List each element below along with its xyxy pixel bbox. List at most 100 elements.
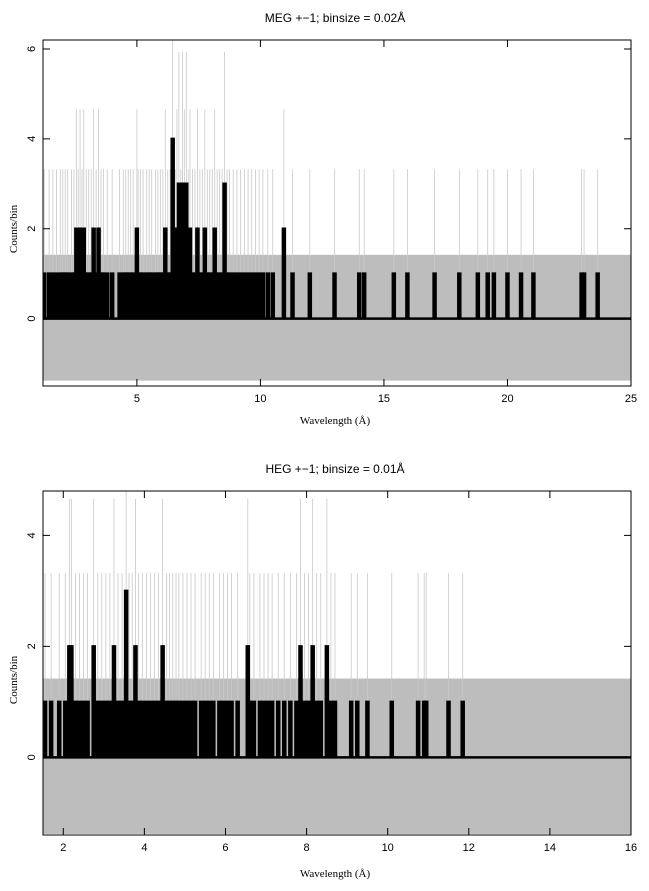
meg-count-bin-68 (222, 182, 227, 319)
heg-chart-title: HEG +−1; binsize = 0.01Å (265, 461, 404, 476)
meg-count-bin-23 (104, 272, 110, 319)
heg-count-bin-1 (48, 700, 54, 758)
meg-count-bin-48 (176, 182, 182, 319)
heg-count-bin-37 (192, 700, 198, 758)
heg-count-bin-10 (91, 645, 96, 758)
meg-y-axis-label: Counts/bin (8, 204, 20, 253)
heg-axes-frame (42, 490, 632, 836)
heg-count-bin-43 (221, 700, 226, 758)
meg-axes-frame (42, 39, 632, 387)
heg-count-bin-39 (202, 700, 208, 758)
heg-count-bin-68 (355, 700, 360, 758)
meg-spectrum-panel: MEG +−1; binsize = 0.02Å Wavelength (Å) … (8, 10, 637, 427)
heg-spectrum-panel: HEG +−1; binsize = 0.01Å Wavelength (Å) … (8, 461, 637, 880)
heg-count-bin-62 (314, 700, 319, 758)
heg-count-bin-2 (56, 700, 62, 758)
heg-count-bin-30 (167, 700, 172, 758)
heg-count-bin-54 (275, 700, 281, 758)
heg-count-bin-24 (144, 700, 149, 758)
meg-count-bin-2 (50, 272, 56, 319)
meg-count-bin-71 (230, 272, 236, 319)
meg-count-bin-82 (281, 227, 287, 319)
meg-count-bin-7 (65, 272, 70, 319)
heg-count-bin-58 (298, 645, 303, 758)
heg-count-bin-70 (389, 700, 395, 758)
heg-count-bin-5 (69, 645, 74, 758)
heg-count-bin-14 (107, 700, 113, 758)
heg-count-bin-3 (63, 700, 68, 758)
heg-count-bin-51 (261, 700, 267, 758)
meg-count-bin-85 (332, 272, 337, 319)
heg-count-bin-67 (348, 700, 354, 758)
heg-plot-region (43, 491, 631, 834)
meg-count-bin-77 (253, 272, 258, 319)
meg-count-bin-1 (46, 272, 52, 319)
meg-count-bin-72 (234, 272, 240, 319)
meg-count-bin-37 (149, 272, 154, 319)
heg-count-bin-20 (129, 700, 135, 758)
heg-count-bin-44 (225, 700, 230, 758)
heg-count-bin-40 (206, 700, 212, 758)
meg-count-bin-100 (595, 272, 600, 319)
meg-count-bin-95 (505, 272, 510, 319)
heg-count-bin-42 (217, 700, 222, 758)
heg-x-tick-label-5: 12 (463, 842, 475, 854)
heg-count-bin-63 (318, 700, 324, 758)
meg-count-bin-75 (245, 272, 251, 319)
meg-count-bin-94 (491, 272, 497, 319)
meg-x-tick-label-4: 25 (625, 393, 637, 405)
heg-count-bin-35 (184, 700, 190, 758)
meg-x-tick-label-2: 15 (378, 393, 390, 405)
meg-y-tick-label-1: 2 (26, 226, 38, 232)
meg-count-bin-81 (270, 272, 276, 319)
meg-count-bin-92 (475, 272, 481, 319)
meg-count-bin-70 (227, 272, 232, 319)
heg-count-bin-60 (306, 700, 311, 758)
meg-count-bin-79 (260, 272, 266, 319)
meg-count-bin-89 (405, 272, 410, 319)
heg-count-bin-17 (119, 700, 125, 758)
heg-count-bin-26 (152, 700, 157, 758)
meg-x-tick-label-1: 10 (254, 393, 266, 405)
heg-count-bin-65 (328, 700, 334, 758)
meg-count-bin-87 (361, 272, 367, 319)
heg-count-bin-56 (288, 700, 293, 758)
meg-count-bin-25 (117, 272, 122, 319)
heg-x-tick-label-6: 14 (544, 842, 556, 854)
heg-x-axis-label: Wavelength (Å) (300, 868, 371, 880)
heg-count-bin-25 (148, 700, 153, 758)
heg-count-bin-11 (95, 700, 101, 758)
heg-count-bin-57 (294, 700, 299, 758)
heg-count-bin-15 (111, 645, 117, 758)
meg-count-bin-0 (43, 272, 47, 319)
heg-x-tick-label-2: 6 (222, 842, 228, 854)
heg-count-bin-36 (188, 700, 194, 758)
meg-count-bin-3 (54, 272, 59, 319)
heg-count-bin-31 (170, 700, 176, 758)
heg-count-bin-28 (160, 645, 165, 758)
meg-count-bin-97 (531, 272, 536, 319)
meg-count-bin-83 (290, 272, 295, 319)
heg-count-bin-53 (269, 700, 275, 758)
meg-count-bin-84 (307, 272, 313, 319)
meg-count-bin-88 (391, 272, 397, 319)
heg-y-axis-label: Counts/bin (8, 655, 20, 704)
meg-count-bin-76 (249, 272, 255, 319)
heg-count-bin-34 (180, 700, 186, 758)
heg-count-bin-9 (85, 700, 90, 758)
heg-count-bin-41 (211, 700, 216, 758)
heg-count-bin-50 (257, 700, 263, 758)
meg-y-tick-label-3: 6 (26, 46, 38, 52)
heg-y-tick-label-0: 0 (26, 754, 38, 760)
heg-count-bin-71 (415, 700, 421, 758)
heg-count-bin-69 (365, 700, 370, 758)
heg-count-bin-52 (265, 700, 271, 758)
heg-count-bin-73 (423, 700, 429, 758)
heg-count-bin-13 (103, 700, 109, 758)
heg-x-tick-label-1: 4 (141, 842, 147, 854)
heg-count-bin-0 (43, 700, 48, 758)
heg-count-bin-19 (126, 700, 132, 758)
meg-count-bin-90 (432, 272, 437, 319)
heg-count-bin-48 (247, 700, 253, 758)
